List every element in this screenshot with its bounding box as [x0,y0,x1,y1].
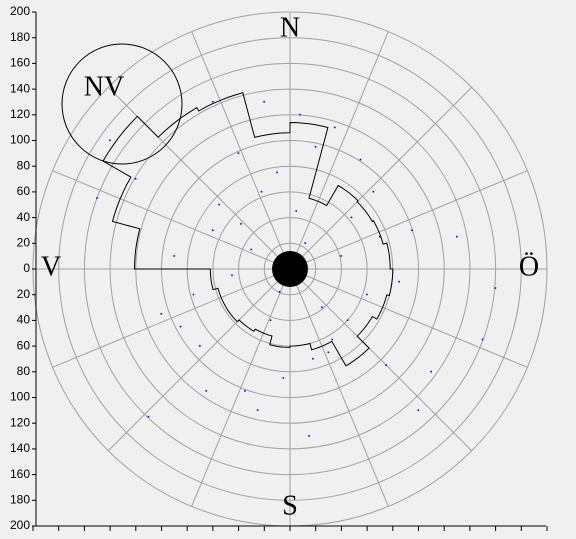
direction-label: S [282,490,298,521]
y-tick-label: 60 [17,338,31,352]
y-tick-label: 140 [10,81,30,95]
point [312,357,314,360]
y-tick-label: 60 [17,184,31,198]
y-tick-label: 200 [10,518,30,532]
point [308,435,310,437]
point [350,216,353,219]
point [282,377,285,379]
direction-label: V [41,251,61,282]
y-tick-label: 40 [17,313,31,327]
point [276,171,278,174]
spoke [289,31,389,270]
point [211,100,214,103]
y-tick-label: 140 [10,441,30,455]
point [96,197,98,199]
center-disc [272,251,308,287]
point [481,338,484,341]
y-tick-label: 120 [10,107,30,121]
point [192,293,195,296]
point [331,338,334,341]
annotation-circle [61,43,183,165]
y-tick-label: 160 [10,56,30,70]
point [256,409,259,411]
point [359,158,362,161]
point [134,178,137,180]
y-tick-label: 180 [10,492,30,506]
point [160,312,163,315]
spoke [289,268,473,452]
y-tick-label: 100 [10,390,30,404]
y-tick-label: 0 [23,261,30,275]
point [346,319,349,321]
point [295,210,298,212]
point [411,229,413,232]
point [263,100,265,103]
point [244,390,246,392]
point [378,235,381,238]
spoke [289,86,473,270]
point [366,293,368,296]
point [321,306,323,309]
point [417,409,420,411]
spoke [52,170,291,270]
point [340,255,342,257]
point [385,364,387,366]
y-tick-label: 100 [10,133,30,147]
direction-label: N [280,12,300,43]
spoke [289,268,528,368]
point [333,126,336,129]
point [372,190,375,193]
spoke [52,268,291,368]
point [494,287,497,289]
spoke [289,268,389,507]
y-tick-label: 80 [17,158,31,172]
point [269,319,272,321]
point [205,390,208,392]
point [211,229,214,232]
y-tick-label: 180 [10,30,30,44]
point [250,248,253,251]
point [231,274,233,277]
point [173,255,175,257]
point [456,235,458,238]
point [327,351,330,354]
y-tick-label: 80 [17,364,31,378]
spoke [191,31,291,270]
y-tick-label: 20 [17,235,31,249]
y-tick-label: 160 [10,467,30,481]
point [109,139,111,142]
direction-label: Ö [519,251,539,282]
spoke [289,170,528,270]
y-tick-label: 20 [17,287,31,301]
y-tick-label: 120 [10,415,30,429]
point [260,190,263,193]
point [179,325,182,328]
point [430,370,432,373]
annotation: NV [84,71,124,102]
point [398,280,400,283]
point [278,291,281,293]
spoke [107,268,291,452]
point [240,223,242,225]
point [299,113,301,116]
y-tick-label: 40 [17,210,31,224]
point [237,152,240,154]
point [147,415,150,418]
point [199,345,201,347]
point [218,203,220,206]
y-tick-label: 200 [10,4,30,18]
outline [102,92,394,367]
point [304,242,307,244]
point [314,145,317,148]
spoke [191,268,291,507]
